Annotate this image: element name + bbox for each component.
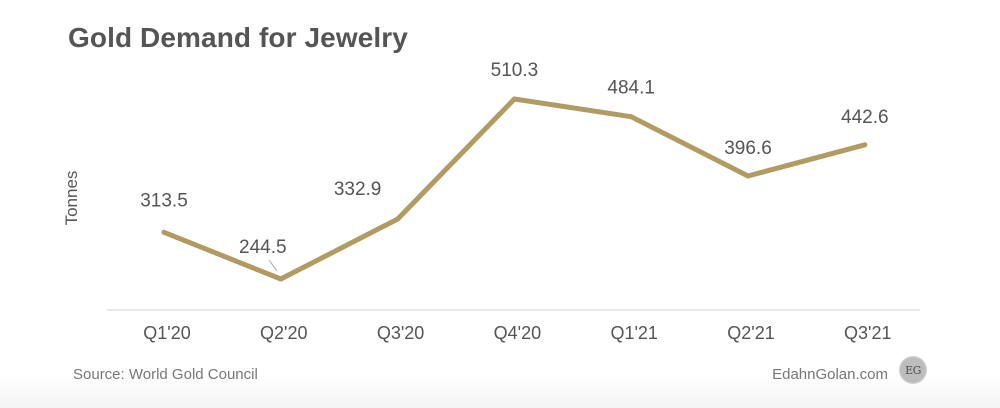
data-label-3: 332.9 <box>334 179 382 200</box>
x-tick-label-5: Q1'21 <box>610 323 657 343</box>
data-point-2 <box>278 276 284 282</box>
data-label-4: 510.3 <box>491 60 539 81</box>
data-label-6: 396.6 <box>724 138 772 159</box>
data-label-2: 244.5 <box>239 237 287 258</box>
data-points <box>161 96 868 282</box>
data-point-1 <box>161 229 167 235</box>
data-label-1: 313.5 <box>140 190 188 211</box>
x-tick-label-1: Q1'20 <box>143 323 190 343</box>
brand-logo: EG <box>899 356 927 384</box>
data-label-leader <box>268 259 278 272</box>
x-tick-label-7: Q3'21 <box>844 323 891 343</box>
data-point-4 <box>511 96 517 102</box>
data-label-7: 442.6 <box>841 107 889 128</box>
source-note: Source: World Gold Council <box>73 366 258 383</box>
x-tick-label-2: Q2'20 <box>260 323 307 343</box>
data-point-6 <box>745 173 751 179</box>
x-tick-label-6: Q2'21 <box>727 323 774 343</box>
data-point-3 <box>395 216 401 222</box>
website-credit: EdahnGolan.com <box>772 366 888 383</box>
data-labels: 313.5 244.5 332.9 510.3 484.1 396.6 442.6 <box>140 60 888 258</box>
data-label-5: 484.1 <box>607 78 655 99</box>
data-point-5 <box>628 114 634 120</box>
logo-text: EG <box>905 363 921 377</box>
tick-labels: Q1'20 Q2'20 Q3'20 Q4'20 Q1'21 Q2'21 Q3'21 <box>143 323 891 343</box>
data-point-7 <box>862 142 868 148</box>
x-tick-label-3: Q3'20 <box>377 323 424 343</box>
x-tick-label-4: Q4'20 <box>494 323 541 343</box>
chart-title: Gold Demand for Jewelry <box>68 22 408 53</box>
